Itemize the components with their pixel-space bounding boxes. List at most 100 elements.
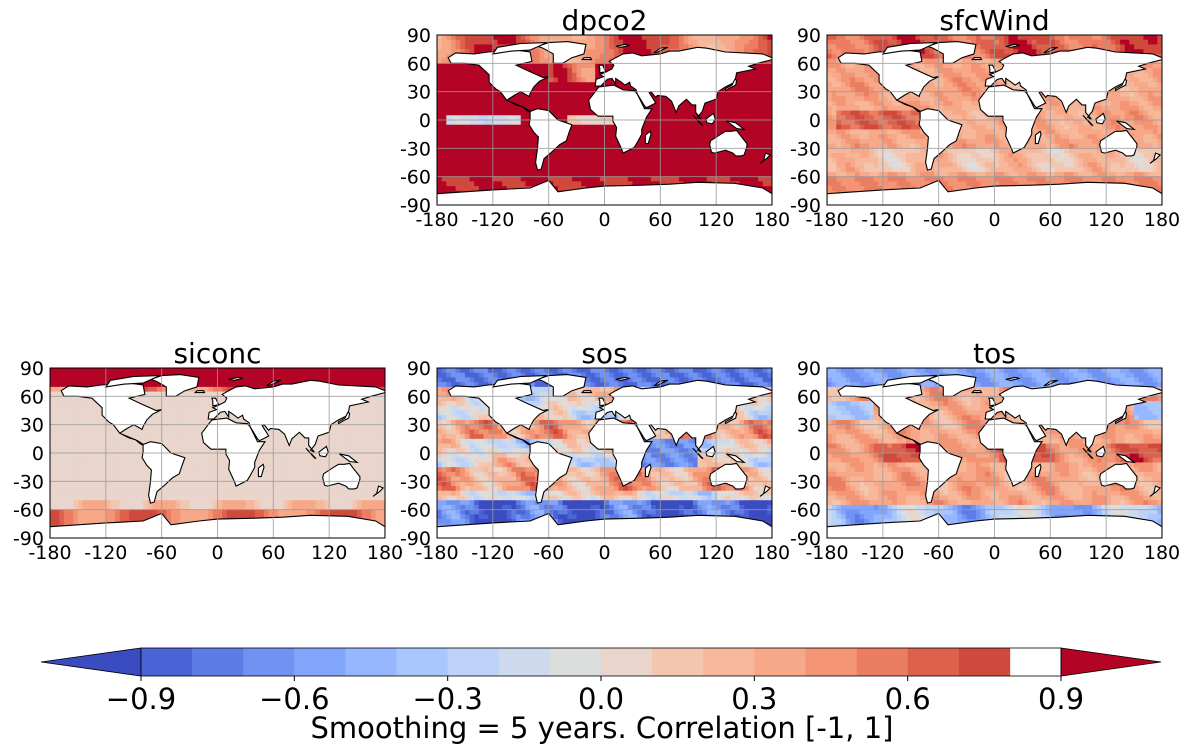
field-cell xyxy=(1143,105,1149,111)
field-cell xyxy=(483,138,489,145)
field-cell xyxy=(562,110,568,116)
field-cell xyxy=(1068,120,1074,126)
field-cell xyxy=(599,49,605,55)
field-cell xyxy=(767,176,772,182)
field-cell xyxy=(994,157,1000,163)
field-cell xyxy=(859,162,865,168)
field-cell xyxy=(478,68,484,74)
field-cell xyxy=(748,129,754,135)
field-cell xyxy=(1148,105,1154,111)
field-cell xyxy=(548,171,554,178)
field-cell xyxy=(850,162,856,168)
field-cell xyxy=(460,138,466,145)
field-cell xyxy=(590,53,596,60)
field-cell xyxy=(1036,167,1042,173)
field-cell xyxy=(660,101,666,107)
field-cell xyxy=(961,176,967,182)
field-cell xyxy=(720,96,726,102)
field-cell xyxy=(878,148,884,154)
field-cell xyxy=(450,176,457,182)
field-cell xyxy=(497,181,503,187)
field-cell xyxy=(660,143,666,149)
field-cell xyxy=(1008,39,1014,45)
field-cell xyxy=(1148,153,1154,159)
field-cell xyxy=(868,96,874,102)
field-cell xyxy=(585,181,591,187)
field-cell xyxy=(961,86,967,93)
field-cell xyxy=(966,91,972,97)
field-cell xyxy=(539,101,545,107)
field-cell xyxy=(767,129,772,135)
field-cell xyxy=(478,101,484,107)
field-cell xyxy=(762,105,768,111)
field-cell xyxy=(994,124,1000,130)
field-cell xyxy=(1078,105,1084,111)
field-cell xyxy=(758,77,764,83)
field-cell xyxy=(924,49,930,55)
field-cell xyxy=(488,101,494,107)
field-cell xyxy=(697,143,703,149)
field-cell xyxy=(553,110,559,116)
field-cell xyxy=(878,162,884,168)
field-cell xyxy=(748,148,754,154)
field-cell xyxy=(627,39,633,45)
field-cell xyxy=(896,153,902,159)
field-cell xyxy=(655,35,661,41)
field-cell xyxy=(882,181,888,187)
field-cell xyxy=(1120,167,1126,173)
field-cell xyxy=(1120,176,1126,182)
field-cell xyxy=(1138,124,1144,130)
field-cell xyxy=(994,181,1000,187)
field-cell xyxy=(632,49,638,55)
field-cell xyxy=(553,181,559,187)
field-cell xyxy=(1045,176,1051,182)
field-cell xyxy=(1041,153,1047,159)
field-cell xyxy=(1120,162,1126,168)
field-cell xyxy=(1152,120,1158,126)
field-cell xyxy=(585,157,591,163)
field-cell xyxy=(437,72,443,78)
field-cell xyxy=(637,162,643,168)
field-cell xyxy=(576,143,582,149)
field-cell xyxy=(1050,49,1056,55)
field-cell xyxy=(840,143,847,149)
field-cell xyxy=(1092,129,1098,135)
field-cell xyxy=(999,129,1005,135)
field-cell xyxy=(1148,120,1154,126)
field-cell xyxy=(446,162,452,168)
field-cell xyxy=(952,171,958,178)
field-cell xyxy=(1078,171,1084,178)
field-cell xyxy=(1106,171,1112,178)
field-cell xyxy=(915,63,921,69)
field-cell xyxy=(530,91,536,97)
field-cell xyxy=(660,105,666,111)
field-cell xyxy=(854,35,860,41)
field-cell xyxy=(604,39,610,45)
field-cell xyxy=(910,91,916,97)
field-cell xyxy=(892,101,898,107)
coastline xyxy=(759,152,772,164)
field-cell xyxy=(530,35,536,41)
field-cell xyxy=(1082,134,1088,140)
field-cell xyxy=(854,63,860,69)
field-cell xyxy=(1152,68,1158,74)
field-cell xyxy=(924,35,930,41)
field-cell xyxy=(971,82,977,88)
field-cell xyxy=(450,167,457,173)
field-cell xyxy=(929,53,935,60)
field-cell xyxy=(767,82,772,88)
field-cell xyxy=(831,63,837,69)
field-cell xyxy=(497,148,503,154)
field-cell xyxy=(1027,167,1033,173)
field-cell xyxy=(571,72,577,78)
field-cell xyxy=(474,110,480,116)
field-cell xyxy=(502,110,508,116)
field-cell xyxy=(910,101,916,107)
field-cell xyxy=(534,86,540,93)
field-cell xyxy=(762,110,768,116)
field-cell xyxy=(1115,124,1121,130)
field-cell xyxy=(947,68,954,74)
field-cell xyxy=(878,86,884,93)
field-cell xyxy=(651,120,657,126)
field-cell xyxy=(985,44,991,50)
